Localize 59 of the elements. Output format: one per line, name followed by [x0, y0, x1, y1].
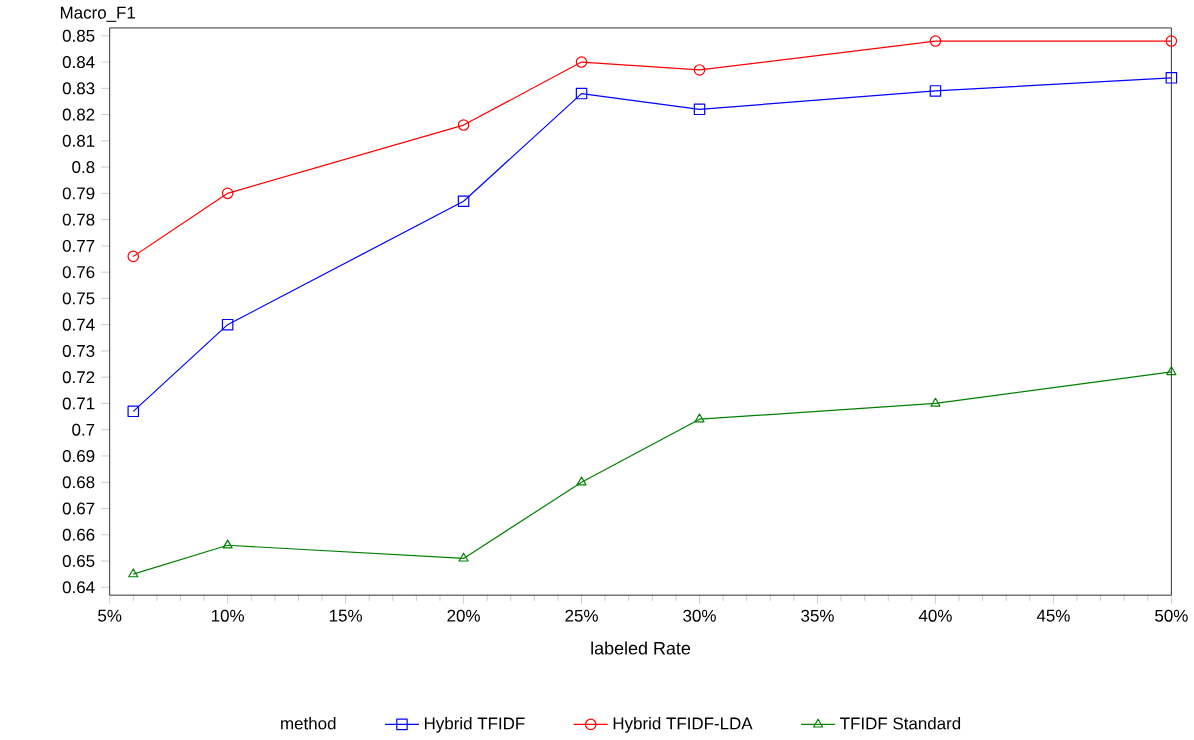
point: [127, 405, 140, 418]
y-tick-label: 0.81: [62, 134, 95, 147]
x-tick-label: 50%: [1155, 609, 1188, 622]
point: [222, 539, 233, 549]
point: [221, 187, 234, 200]
point: [929, 35, 942, 47]
y-tick-label: 0.78: [62, 213, 95, 226]
point: [693, 64, 706, 76]
y-tick-label: 0.82: [62, 108, 95, 121]
y-tick-label: 0.7: [72, 423, 95, 436]
y-tick-label: 0.83: [62, 82, 95, 95]
y-axis-title: Macro_F1: [60, 6, 136, 22]
point: [576, 476, 587, 486]
y-tick-label: 0.65: [62, 555, 95, 568]
y-tick-label: 0.84: [62, 56, 95, 69]
legend-label: Hybrid TFIDF-LDA: [613, 717, 753, 733]
x-tick-label: 5%: [98, 609, 122, 622]
point: [128, 568, 139, 578]
y-tick-label: 0.79: [62, 187, 95, 200]
y-tick-label: 0.77: [62, 240, 95, 252]
point: [221, 318, 234, 331]
x-tick-label: 10%: [211, 609, 244, 622]
legend-label: TFIDF Standard: [840, 717, 961, 730]
y-tick-label: 0.71: [62, 397, 95, 410]
x-tick-label: 20%: [447, 609, 480, 622]
x-axis-title: labeled Rate: [591, 641, 691, 655]
y-tick-label: 0.8: [72, 161, 95, 174]
y-tick-label: 0.72: [62, 371, 95, 384]
point: [930, 397, 941, 407]
x-tick-label: 40%: [918, 609, 952, 622]
x-tick-label: 15%: [329, 609, 362, 622]
y-tick-label: 0.75: [62, 292, 95, 305]
y-tick-label: 0.66: [62, 528, 95, 541]
point: [575, 56, 588, 68]
point: [457, 119, 470, 131]
point: [458, 552, 469, 562]
x-tick-label: 25%: [565, 609, 598, 622]
x-tick-label: 35%: [801, 609, 834, 622]
y-tick-label: 0.69: [62, 450, 95, 463]
point: [694, 413, 705, 423]
point: [127, 250, 140, 263]
point: [929, 85, 942, 97]
point: [693, 103, 706, 116]
point: [1165, 72, 1178, 84]
y-tick-label: 0.74: [62, 318, 95, 331]
y-tick-label: 0.73: [62, 345, 95, 358]
point: [457, 195, 470, 208]
y-tick-label: 0.67: [62, 502, 95, 515]
x-tick-label: 45%: [1036, 609, 1070, 622]
point: [1165, 35, 1178, 47]
y-tick-label: 0.64: [62, 581, 95, 594]
x-tick-label: 30%: [683, 609, 716, 622]
point: [575, 87, 588, 100]
point: [1166, 366, 1177, 376]
y-tick-label: 0.85: [62, 29, 95, 42]
y-tick-label: 0.76: [62, 266, 95, 279]
legend-label: Hybrid TFIDF: [424, 717, 525, 733]
y-tick-label: 0.68: [62, 476, 95, 489]
legend-title: method: [281, 717, 336, 730]
